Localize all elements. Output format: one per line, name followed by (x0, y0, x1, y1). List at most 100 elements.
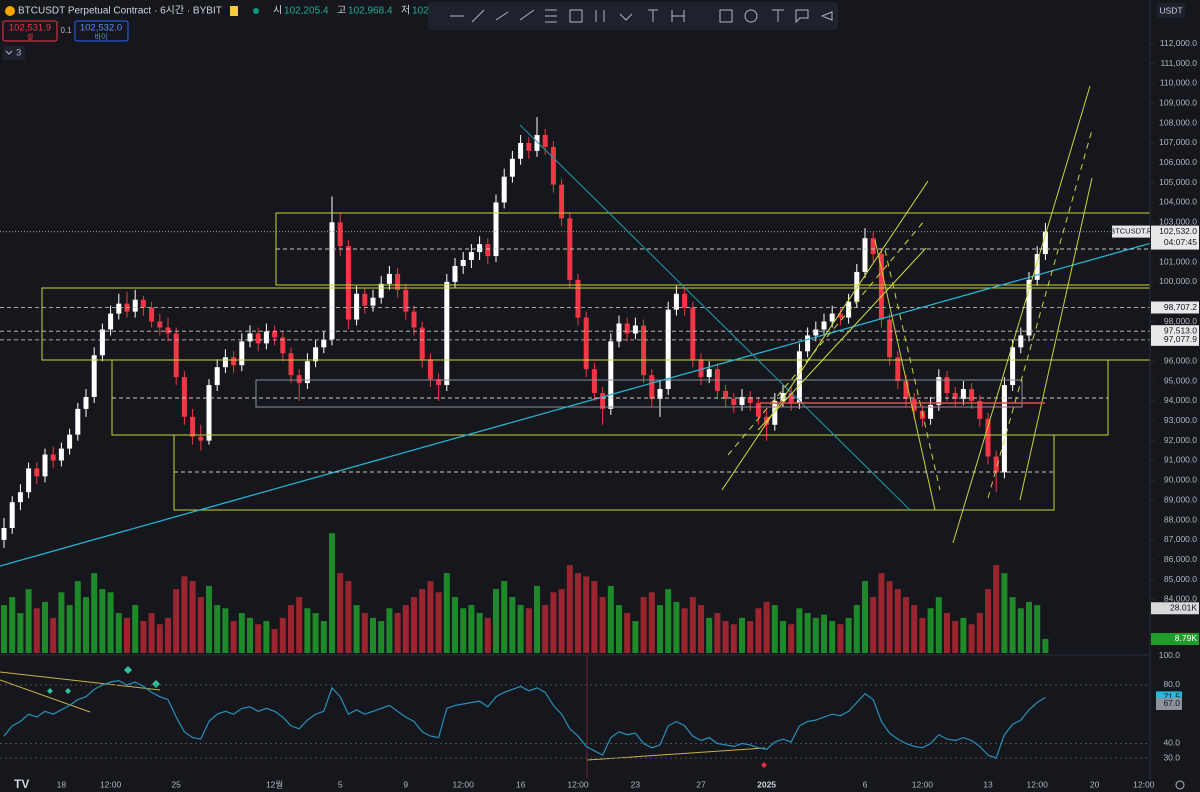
candle-body (534, 134, 540, 151)
candle-body (616, 323, 622, 342)
candle-body (370, 297, 376, 306)
volume-bar (722, 621, 729, 653)
candle-body (772, 400, 778, 425)
countdown: 04:07:45 (1164, 237, 1197, 247)
indicator-count[interactable]: 3 (16, 48, 21, 59)
candle-body (755, 402, 761, 417)
volume-bar (189, 581, 196, 653)
settings-icon[interactable] (1175, 780, 1185, 790)
volume-bar (706, 617, 713, 653)
candle-body (1018, 335, 1024, 348)
candle-body (354, 293, 360, 320)
volume-bar (993, 565, 1000, 653)
volume-bar (689, 597, 696, 653)
candle-body (460, 260, 466, 266)
candle-body (247, 333, 253, 342)
x-tick-label: 6 (863, 779, 868, 789)
volume-bar (476, 613, 483, 653)
buy-button[interactable] (74, 20, 129, 42)
volume-bar (886, 581, 893, 653)
y-tick-label: 108,000.0 (1159, 117, 1197, 127)
candle-body (739, 396, 745, 405)
volume-last-label: 8.79K (1175, 633, 1198, 643)
candle-body (837, 313, 843, 318)
channel-line (757, 247, 927, 431)
volume-bar (402, 605, 409, 653)
volume-bar (427, 581, 434, 653)
y-tick-label: 110,000.0 (1160, 78, 1197, 88)
y-tick-label: 93,000.0 (1164, 415, 1197, 425)
sell-price[interactable]: 102,531.9 (9, 23, 51, 34)
volume-bar (1026, 601, 1032, 653)
candle-body (329, 222, 335, 340)
candle-body (386, 273, 392, 284)
volume-bar (927, 608, 934, 653)
volume-bar (894, 589, 901, 653)
volume-bar (1001, 573, 1008, 653)
currency-button[interactable] (1157, 3, 1185, 18)
channel-line (727, 219, 926, 456)
volume-bar (665, 589, 672, 653)
volume-bar (583, 576, 590, 653)
candle-body (214, 367, 220, 386)
volume-bar (788, 624, 795, 653)
symbol-title[interactable]: BTCUSDT Perpetual Contract · 6시간 · BYBIT (18, 5, 222, 17)
channel-line (952, 85, 1091, 544)
volume-bar (230, 621, 237, 653)
buy-price[interactable]: 102,532.0 (80, 23, 122, 34)
toolbar-icons[interactable] (450, 9, 833, 24)
sell-button[interactable] (2, 20, 58, 42)
status-dot (253, 8, 259, 14)
volume-bar (493, 589, 499, 653)
drawing-toolbar (428, 2, 838, 30)
y-tick-label: 84,000.0 (1164, 594, 1197, 604)
candle-body (960, 389, 966, 399)
candle-body (911, 398, 917, 411)
volume-bar (173, 589, 180, 653)
candle-body (149, 307, 155, 322)
candle-body (944, 377, 950, 393)
candle-body (624, 323, 630, 334)
volume-bar (878, 573, 885, 653)
candle-body (895, 357, 901, 382)
volume-bar (255, 624, 262, 653)
volume-bar (591, 581, 598, 653)
candle-body (493, 202, 499, 257)
candle-body (91, 355, 97, 397)
volume-bar (911, 605, 918, 653)
candle-body (509, 158, 515, 177)
indicator-toggle[interactable] (3, 46, 25, 60)
volume-bar (443, 573, 450, 653)
volume-bar (312, 613, 319, 653)
candle-body (846, 301, 852, 318)
volume-pane (1, 533, 1049, 653)
rsi-tick-label: 80.0 (1163, 679, 1180, 689)
candle-body (206, 385, 212, 441)
volume-bar (1009, 597, 1016, 653)
candle-body (272, 331, 278, 338)
candle-body (706, 369, 712, 378)
volume-bar (944, 613, 950, 653)
volume-bar (132, 605, 139, 653)
volume-bar (148, 613, 155, 653)
candle-body (419, 327, 425, 360)
sell-label[interactable]: 셀 (27, 33, 33, 41)
x-tick-label: 27 (696, 779, 706, 789)
candle-body (1, 527, 7, 540)
volume-bar (1017, 608, 1024, 653)
buy-label[interactable]: 바이 (95, 32, 108, 41)
y-tick-label: 107,000.0 (1159, 137, 1197, 147)
flag-icon[interactable] (230, 6, 238, 16)
candle-body (526, 142, 532, 151)
candle-body (796, 351, 802, 403)
volume-bar (74, 581, 81, 653)
x-tick-label: 18 (57, 779, 67, 789)
rsi-tick-label: 40.0 (1163, 738, 1180, 748)
currency[interactable]: USDT (1159, 5, 1182, 15)
volume-bar (25, 589, 32, 653)
candle-body (518, 142, 524, 159)
price-axis: 84,000.0 85,000.0 86,000.0 87,000.0 88,000.0… (1110, 0, 1200, 792)
volume-bar (222, 608, 229, 653)
channel-line (721, 180, 929, 491)
rsi-ma-badge-bg (1156, 697, 1182, 710)
